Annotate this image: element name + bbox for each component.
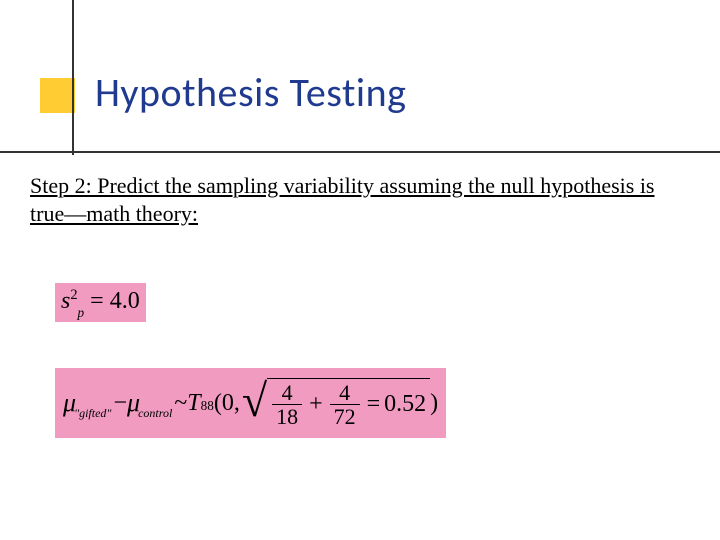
horizontal-divider — [0, 151, 720, 153]
frac1-numerator: 4 — [278, 381, 297, 404]
inner-equals: = — [367, 391, 381, 418]
variance-subscript: p — [78, 305, 85, 320]
formula-distribution: μ"gifted" − μcontrol ~T88(0, √ 4 18 + 4 … — [55, 368, 446, 438]
frac2-numerator: 4 — [335, 381, 354, 404]
vertical-divider — [72, 0, 74, 155]
slide-title: Hypothesis Testing — [95, 68, 406, 117]
paren-open: (0, — [214, 390, 240, 417]
fraction-1: 4 18 — [272, 381, 302, 428]
paren-close: ) — [430, 390, 438, 417]
mu-label-control: control — [138, 406, 172, 420]
equals-sign: = — [84, 288, 110, 314]
mu-gifted: μ"gifted" — [63, 388, 113, 418]
variance-value: 4.0 — [110, 288, 140, 314]
mu-label-gifted: "gifted" — [74, 406, 111, 420]
frac1-denominator: 18 — [272, 404, 302, 428]
variance-symbol: s — [61, 288, 70, 314]
mu-control: μcontrol — [127, 388, 174, 418]
minus-sign: − — [113, 390, 127, 417]
radicand: 4 18 + 4 72 = 0.52 — [267, 378, 430, 428]
frac2-denominator: 72 — [330, 404, 360, 428]
sqrt-result: 0.52 — [384, 391, 426, 418]
fraction-2: 4 72 — [330, 381, 360, 428]
formula-pooled-variance: s2p = 4.0 — [55, 283, 146, 322]
variance-superscript: 2 — [70, 287, 77, 303]
accent-square — [40, 78, 75, 113]
square-root: √ 4 18 + 4 72 = 0.52 — [242, 378, 430, 428]
step-description: Step 2: Predict the sampling variability… — [30, 172, 690, 227]
distributed-as: ~ — [174, 390, 187, 417]
plus-sign: + — [309, 391, 323, 418]
t-distribution: T — [187, 390, 200, 417]
degrees-freedom: 88 — [201, 398, 214, 414]
